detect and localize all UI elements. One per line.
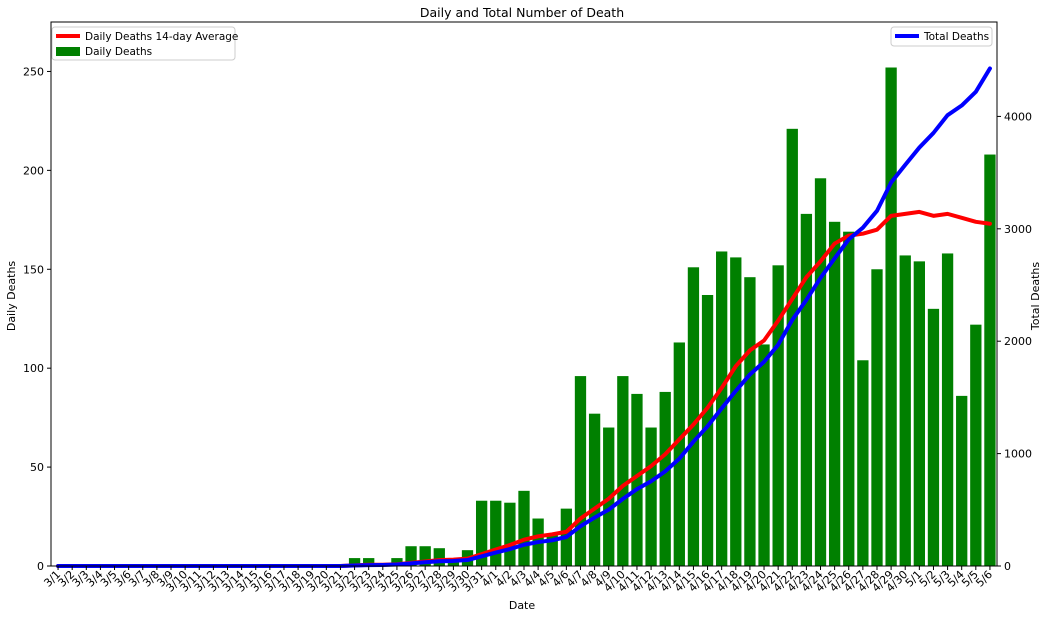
y-axis-label: Daily Deaths [5, 261, 18, 332]
bar-3-28 [433, 548, 445, 566]
y-tick-label: 150 [23, 263, 44, 276]
bar-3-22 [348, 558, 361, 566]
bar-3-31 [475, 500, 488, 566]
chart-title: Daily and Total Number of Death [420, 5, 624, 20]
x-axis-label: Date [509, 599, 536, 612]
y2-tick-label: 3000 [1004, 223, 1032, 236]
bar-3-23 [363, 558, 375, 566]
y2-tick-label: 4000 [1004, 110, 1032, 123]
plot-frame [50, 21, 998, 567]
bar-4-27 [857, 360, 869, 566]
bar-4-3 [518, 490, 530, 566]
legend-label: Daily Deaths [85, 46, 152, 58]
bar-5-5 [970, 324, 982, 566]
bar-4-24 [814, 178, 827, 566]
bar-4-22 [786, 128, 798, 566]
bar-3-25 [391, 558, 403, 566]
y2-axis-label: Total Deaths [1029, 262, 1042, 331]
y2-tick-label: 1000 [1004, 448, 1032, 461]
bar-4-7 [574, 376, 587, 566]
legend-swatch-bar [56, 47, 80, 56]
bar-4-5 [546, 534, 558, 566]
y2-tick-label: 2000 [1004, 335, 1032, 348]
bar-5-3 [941, 253, 954, 566]
legends-group: Daily Deaths 14-day Average Daily Deaths T… [51, 26, 993, 61]
y-tick-label: 50 [30, 461, 44, 474]
bar-4-12 [645, 427, 657, 566]
bar-4-2 [504, 502, 516, 566]
bar-5-1 [913, 261, 925, 566]
y2-tick-label: 0 [1004, 560, 1011, 573]
legend-right [890, 26, 993, 47]
bar-4-28 [871, 269, 883, 566]
bar-4-14 [673, 342, 685, 566]
bar-5-4 [956, 395, 968, 566]
bar-4-1 [490, 500, 502, 566]
bar-series-group [348, 67, 996, 567]
bar-4-26 [843, 231, 855, 566]
bar-4-8 [588, 413, 601, 566]
y-tick-label: 250 [23, 65, 44, 78]
y-tick-label: 200 [23, 164, 44, 177]
bar-5-6 [984, 154, 996, 567]
x-tick-label: 5/6 [973, 568, 995, 590]
bar-4-30 [899, 255, 911, 566]
y-tick-label: 0 [37, 560, 44, 573]
bar-5-2 [927, 308, 940, 566]
bar-4-29 [885, 67, 897, 566]
bar-4-15 [687, 267, 700, 566]
bar-4-11 [631, 393, 643, 566]
bar-4-23 [800, 213, 813, 566]
bar-4-18 [730, 257, 742, 566]
bar-4-20 [758, 344, 770, 566]
bar-4-19 [744, 277, 756, 566]
bar-4-21 [772, 265, 784, 566]
legend-left [51, 26, 236, 61]
bar-4-25 [828, 221, 841, 567]
bar-4-13 [659, 391, 671, 566]
bar-3-27 [419, 546, 431, 566]
y-tick-label: 100 [23, 362, 44, 375]
bar-3-26 [405, 546, 417, 566]
legend-label: Total Deaths [923, 31, 989, 43]
bar-4-10 [617, 376, 629, 566]
legend-label: Daily Deaths 14-day Average [85, 31, 238, 43]
bar-4-16 [701, 294, 714, 566]
bar-3-29 [447, 560, 460, 566]
